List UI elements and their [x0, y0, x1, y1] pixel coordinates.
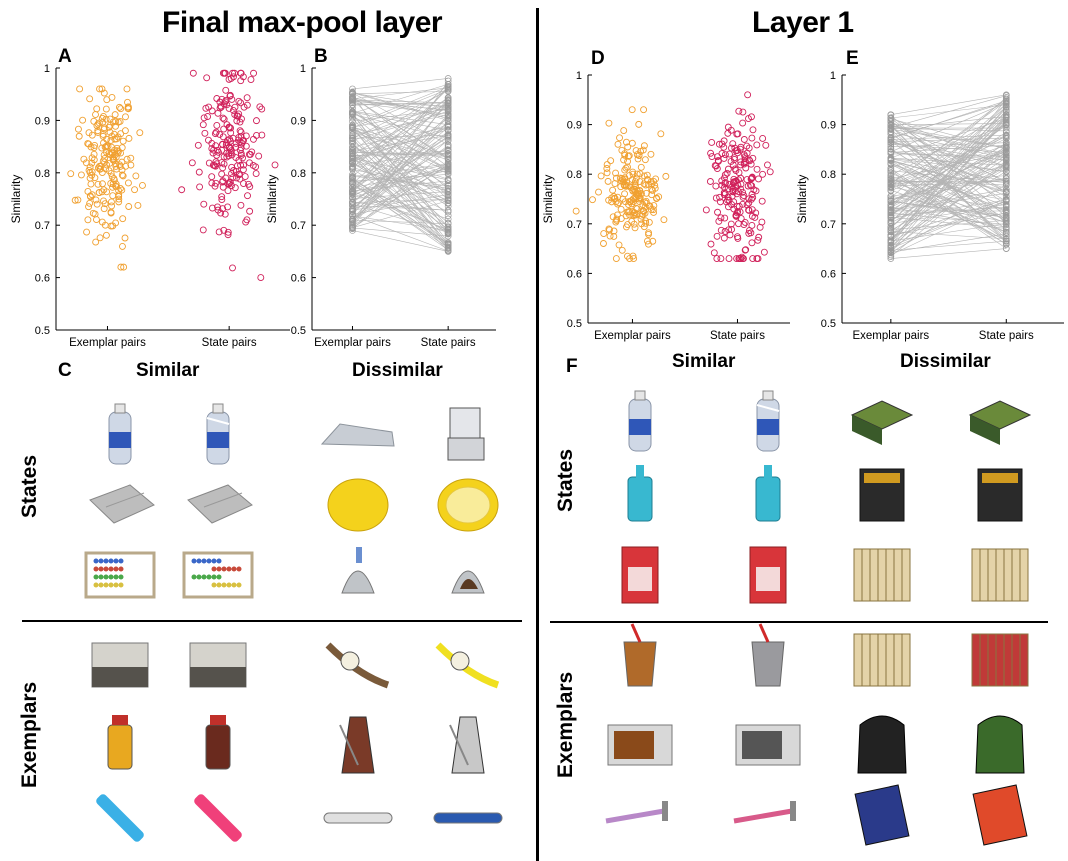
- highlighter-pink-icon: [194, 794, 242, 842]
- scanner-open-icon: [447, 407, 485, 461]
- accordion-red-icon: [971, 633, 1029, 687]
- wristwatch-brown-icon: [325, 642, 390, 689]
- accordion-gold-icon: [853, 633, 911, 687]
- microwave-icon: [607, 724, 673, 766]
- panel-label-a: A: [58, 46, 72, 67]
- can-opener-blue-icon: [433, 812, 503, 824]
- left-row-divider: [22, 620, 522, 622]
- bubble-tea-orange-icon: [623, 623, 657, 687]
- juice-bottle-dark-icon: [205, 715, 231, 770]
- wristwatch-yellow-icon: [435, 642, 500, 689]
- abacus-icon: [84, 551, 156, 599]
- backpack-green-icon: [975, 715, 1025, 774]
- right-title: Layer 1: [752, 6, 854, 39]
- water-bottle-crushed-icon: [756, 390, 780, 452]
- scratch-card-2-icon: [972, 784, 1028, 846]
- book-closed-icon: [850, 400, 914, 445]
- panel-label-e: E: [846, 48, 859, 69]
- abacus-shifted-icon: [182, 551, 254, 599]
- left-title: Final max-pool layer: [162, 6, 443, 39]
- folded-tray-icon: [89, 484, 155, 524]
- water-bottle-icon: [628, 390, 652, 452]
- left-similar-header: Similar: [136, 360, 200, 381]
- bubble-tea-grey-icon: [751, 623, 785, 687]
- card-box-open-icon: [749, 546, 787, 604]
- accordion-icon: [853, 548, 911, 602]
- accordion-open-icon: [971, 548, 1029, 602]
- ironing-board-icon: [320, 423, 395, 447]
- panel-label-b: B: [314, 46, 328, 67]
- metronome-open-icon: [449, 716, 485, 774]
- water-bottle-icon: [108, 403, 132, 465]
- right-row-divider: [550, 621, 1048, 623]
- lemon-icon: [327, 478, 389, 532]
- center-divider: [536, 8, 539, 861]
- chocolate-kiss-icon: [341, 547, 375, 594]
- highlighter-blue-icon: [96, 794, 144, 842]
- can-opener-icon: [323, 812, 393, 824]
- glass-bottle-blue-open-icon: [755, 465, 781, 522]
- glass-bottle-blue-icon: [627, 465, 653, 522]
- microwave-2-icon: [735, 724, 801, 766]
- copier-icon: [91, 642, 149, 688]
- card-box-icon: [621, 546, 659, 604]
- battery-pack-open-icon: [977, 468, 1023, 522]
- panel-label-c: C: [58, 360, 72, 381]
- copier-2-icon: [189, 642, 247, 688]
- right-similar-header: Similar: [672, 351, 736, 372]
- razor-purple-icon: [605, 801, 668, 824]
- panel-label-d: D: [591, 48, 605, 69]
- metronome-icon: [339, 716, 375, 774]
- juice-bottle-orange-icon: [107, 715, 133, 770]
- razor-pink-icon: [733, 801, 796, 824]
- left-dissimilar-header: Dissimilar: [352, 360, 443, 381]
- book-open-icon: [968, 400, 1032, 445]
- chocolate-kiss-unwrapped-icon: [451, 570, 485, 594]
- battery-pack-icon: [859, 468, 905, 522]
- backpack-black-icon: [857, 715, 907, 774]
- panel-label-f: F: [566, 356, 578, 377]
- scratch-card-icon: [854, 784, 910, 846]
- water-bottle-crushed-icon: [206, 403, 230, 465]
- lemon-half-icon: [437, 478, 499, 532]
- right-dissimilar-header: Dissimilar: [900, 351, 991, 372]
- folded-tray-bent-icon: [187, 484, 253, 524]
